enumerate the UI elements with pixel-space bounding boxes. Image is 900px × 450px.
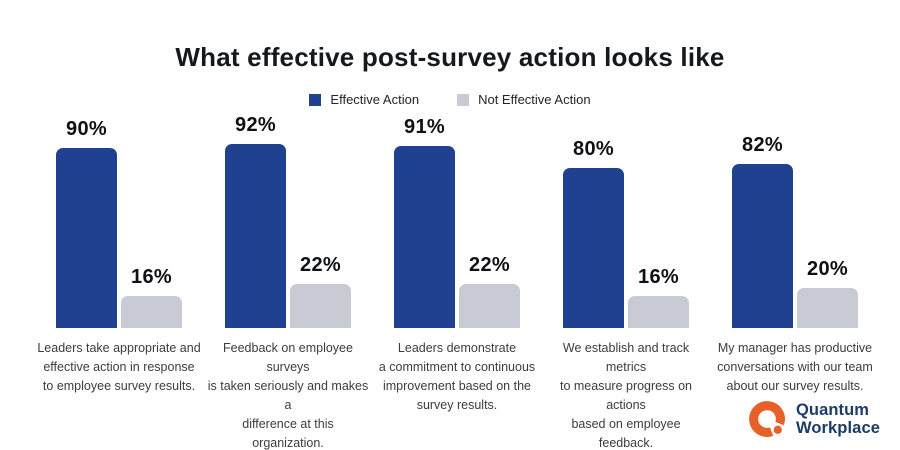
logo-line-2: Workplace <box>795 419 880 437</box>
bar-value-label: 20% <box>807 258 848 280</box>
bar-cell: 80% <box>563 138 624 328</box>
bar-effective-action <box>225 144 286 328</box>
bar-not-effective-action <box>290 284 351 328</box>
bar-group: 92% 22% Feedback on employee surveys is ta… <box>205 112 371 450</box>
bar-not-effective-action <box>628 296 689 328</box>
bar-effective-action <box>56 148 117 328</box>
chart-legend: Effective Action Not Effective Action <box>0 92 900 107</box>
legend-label-effective: Effective Action <box>330 92 420 107</box>
quantum-workplace-logo-text: Quantum Workplace <box>796 401 880 438</box>
bar-pair: 92% 22% <box>225 112 351 328</box>
bar-cell: 91% <box>394 116 455 328</box>
bar-cell: 22% <box>459 254 520 328</box>
bar-value-label: 16% <box>131 266 172 288</box>
bar-effective-action <box>394 146 455 328</box>
bar-cell: 16% <box>628 266 689 328</box>
bar-effective-action <box>563 168 624 328</box>
bar-chart: 90% 16% Leaders take appropriate and effec… <box>36 112 878 450</box>
bar-value-label: 80% <box>573 138 614 160</box>
bar-effective-action <box>732 164 793 328</box>
legend-swatch-effective-icon <box>309 93 322 106</box>
bar-not-effective-action <box>797 288 858 328</box>
bar-value-label: 91% <box>404 116 445 138</box>
bar-value-label: 82% <box>742 134 783 156</box>
bar-pair: 91% 22% <box>394 112 520 328</box>
bar-cell: 22% <box>290 254 351 328</box>
bar-cell: 90% <box>56 118 117 328</box>
bar-group-caption: Leaders demonstrate a commitment to cont… <box>378 341 536 412</box>
bar-group: 90% 16% Leaders take appropriate and effec… <box>36 112 202 450</box>
quantum-workplace-logo-icon <box>749 401 785 437</box>
bar-value-label: 22% <box>300 254 341 276</box>
bar-group: 91% 22% Leaders demonstrate a commitment t… <box>374 112 540 450</box>
bar-value-label: 92% <box>235 114 276 136</box>
bar-group: 82% 20% My manager has productive conversa… <box>712 112 878 450</box>
logo-line-1: Quantum <box>795 400 870 419</box>
bar-pair: 80% 16% <box>563 112 689 328</box>
bar-value-label: 90% <box>66 118 107 140</box>
legend-label-not-effective: Not Effective Action <box>478 92 591 107</box>
bar-group-caption: Feedback on employee surveys is taken se… <box>207 341 369 450</box>
bar-pair: 90% 16% <box>56 112 182 328</box>
bar-cell: 20% <box>797 258 858 328</box>
legend-item-not-effective: Not Effective Action <box>457 92 591 107</box>
bar-pair: 82% 20% <box>732 112 858 328</box>
bar-cell: 92% <box>225 114 286 328</box>
bar-group-caption: We establish and track metrics to measur… <box>559 341 692 450</box>
bar-group-caption: Leaders take appropriate and effective a… <box>37 341 201 393</box>
bar-group-caption: My manager has productive conversations … <box>717 341 873 393</box>
bar-cell: 82% <box>732 134 793 328</box>
legend-swatch-not-effective-icon <box>457 93 470 106</box>
legend-item-effective: Effective Action <box>309 92 419 107</box>
bar-value-label: 16% <box>638 266 679 288</box>
quantum-workplace-logo: Quantum Workplace <box>746 398 880 440</box>
bar-not-effective-action <box>121 296 182 328</box>
chart-title: What effective post-survey action looks … <box>175 42 725 72</box>
bar-cell: 16% <box>121 266 182 328</box>
bar-group: 80% 16% We establish and track metrics to … <box>543 112 709 450</box>
bar-not-effective-action <box>459 284 520 328</box>
bar-value-label: 22% <box>469 254 510 276</box>
